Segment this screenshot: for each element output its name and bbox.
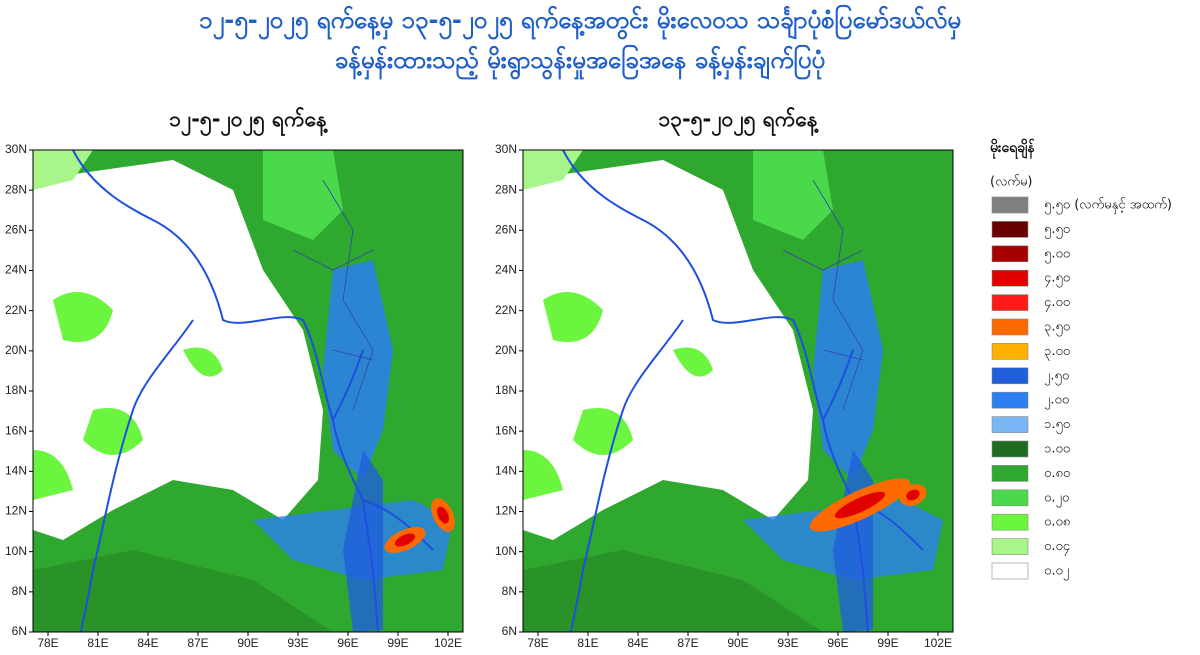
x-tick-label: 96E	[337, 636, 358, 650]
legend-swatch	[991, 367, 1029, 385]
legend-swatch	[991, 489, 1029, 507]
y-tick-label: 30N	[5, 142, 27, 156]
y-tick-label: 20N	[5, 343, 27, 357]
y-tick-label: 18N	[5, 383, 27, 397]
legend: ၅.၅၀ (လက်မနှင့် အထက်) ၅.၅၀၅.၀၀၄.၅၀၄.၀၀၃.၅…	[991, 196, 1172, 581]
legend-label: ၃.၅၀	[1044, 320, 1070, 337]
heavy-rain-core	[906, 489, 920, 501]
y-tick-label: 12N	[5, 504, 27, 518]
legend-swatch	[991, 196, 1029, 214]
y-tick-label: 28N	[495, 182, 517, 196]
legend-title: မိုးရေချိန်	[990, 139, 1035, 159]
y-tick-label: 14N	[5, 464, 27, 478]
map	[32, 149, 464, 633]
y-tick-label: 18N	[495, 383, 517, 397]
legend-label: ၀.၈၀	[1044, 466, 1070, 481]
y-tick-label: 8N	[12, 584, 27, 598]
legend-label: ၂.၀၀	[1044, 393, 1069, 410]
title-line: ၁၂-၅-၂၀၂၅ ရက်နေ့မှ ၁၃-၅-၂၀၂၅ ရက်နေ့အတွင်…	[199, 4, 961, 40]
legend-swatch	[991, 221, 1029, 238]
legend-swatch	[991, 513, 1029, 531]
legend-label: ၅.၀၀	[1044, 246, 1070, 263]
y-tick-label: 26N	[495, 223, 517, 237]
legend-label: ၀.၂၀	[1044, 490, 1069, 507]
legend-unit: (လက်မ)	[990, 174, 1032, 190]
legend-label: ၄.၀၀	[1044, 295, 1070, 312]
legend-swatch	[991, 465, 1029, 482]
heavy-rain-core	[834, 491, 886, 519]
x-tick-label: 99E	[387, 636, 408, 650]
y-tick-label: 24N	[495, 263, 517, 277]
x-tick-label: 81E	[87, 636, 108, 650]
y-tick-label: 12N	[495, 504, 517, 518]
x-tick-label: 90E	[237, 636, 258, 650]
y-tick-label: 16N	[495, 423, 517, 437]
legend-swatch	[991, 391, 1029, 409]
legend-swatch	[991, 440, 1029, 458]
title-line: ခန့်မှန်းထားသည့် မိုးရွာသွန်းမှုအခြေအနေ …	[335, 44, 825, 80]
legend-swatch	[991, 245, 1029, 263]
y-tick-label: 22N	[5, 303, 27, 317]
legend-label: ၅.၅၀	[1044, 222, 1070, 239]
x-tick-label: 87E	[187, 636, 208, 650]
legend-swatch	[991, 562, 1029, 580]
x-tick-label: 102E	[434, 636, 462, 650]
heavy-rain-core	[394, 533, 416, 547]
heavy-rain-core	[437, 506, 449, 524]
x-tick-label: 93E	[777, 636, 798, 650]
x-tick-label: 93E	[287, 636, 308, 650]
y-tick-label: 24N	[5, 263, 27, 277]
legend-swatch	[991, 318, 1029, 336]
panels: ၁၂-၅-၂၀၂၅ ရက်နေ့ 30N 28N 26N 24N 22N 20N 18N 16N…	[5, 105, 954, 650]
y-tick-label: 10N	[5, 544, 27, 558]
x-tick-label: 102E	[924, 636, 952, 650]
legend-label: ၃.၀၀	[1044, 344, 1070, 361]
x-tick-label: 78E	[527, 636, 548, 650]
x-tick-label: 78E	[37, 636, 58, 650]
y-tick-label: 10N	[495, 544, 517, 558]
x-tick-label: 84E	[137, 636, 158, 650]
legend-label: ၀.၀၂	[1044, 564, 1069, 581]
x-tick-label: 81E	[577, 636, 598, 650]
y-tick-label: 14N	[495, 464, 517, 478]
legend-label: ၄.၅၀	[1044, 271, 1070, 288]
y-tick-label: 6N	[502, 624, 517, 638]
legend-swatch	[991, 343, 1029, 360]
x-tick-label: 90E	[727, 636, 748, 650]
legend-label: ၅.၅၀ (လက်မနှင့် အထက်)	[1044, 197, 1172, 215]
legend-swatch	[991, 294, 1029, 311]
y-tick-label: 26N	[5, 223, 27, 237]
y-tick-label: 28N	[5, 182, 27, 196]
legend-label: ၀.၀၈	[1044, 515, 1070, 530]
legend-swatch	[991, 538, 1029, 555]
panel-title: ၁၃-၅-၂၀၂၅ ရက်နေ့	[658, 105, 820, 137]
y-tick-label: 6N	[12, 624, 27, 638]
legend-label: ၂.၅၀	[1044, 368, 1069, 385]
y-tick-label: 20N	[495, 343, 517, 357]
x-tick-label: 96E	[827, 636, 848, 650]
y-tick-label: 16N	[5, 423, 27, 437]
x-tick-label: 84E	[627, 636, 648, 650]
y-tick-label: 22N	[495, 303, 517, 317]
x-tick-label: 87E	[677, 636, 698, 650]
map	[522, 149, 954, 633]
legend-swatch	[991, 416, 1029, 433]
y-tick-label: 8N	[502, 584, 517, 598]
legend-label: ၀.၀၄	[1044, 539, 1071, 556]
legend-label: ၁.၅၀	[1044, 417, 1070, 434]
legend-swatch	[991, 269, 1029, 287]
legend-label: ၁.၀၀	[1044, 442, 1070, 457]
x-tick-label: 99E	[877, 636, 898, 650]
y-tick-label: 30N	[495, 142, 517, 156]
panel-title: ၁၂-၅-၂၀၂၅ ရက်နေ့	[169, 105, 329, 137]
